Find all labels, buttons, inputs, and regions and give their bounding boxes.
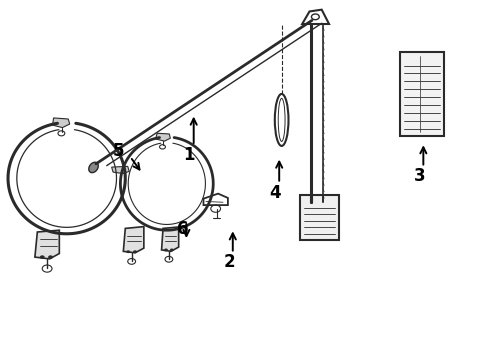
Text: 2: 2 [223, 253, 235, 271]
Ellipse shape [89, 162, 98, 173]
Polygon shape [123, 226, 144, 253]
FancyBboxPatch shape [300, 195, 339, 240]
Circle shape [40, 255, 45, 259]
Circle shape [170, 248, 174, 251]
FancyBboxPatch shape [400, 51, 444, 136]
Text: 4: 4 [270, 184, 281, 202]
Text: 3: 3 [414, 167, 425, 185]
Polygon shape [112, 166, 129, 174]
Polygon shape [35, 230, 59, 259]
Text: 6: 6 [177, 220, 188, 238]
Circle shape [133, 250, 137, 253]
Polygon shape [162, 227, 179, 251]
Polygon shape [52, 118, 70, 127]
Circle shape [48, 255, 53, 259]
Text: 5: 5 [113, 142, 124, 160]
Text: 1: 1 [183, 146, 195, 164]
Circle shape [126, 250, 130, 253]
Circle shape [164, 248, 168, 251]
Polygon shape [156, 133, 171, 141]
